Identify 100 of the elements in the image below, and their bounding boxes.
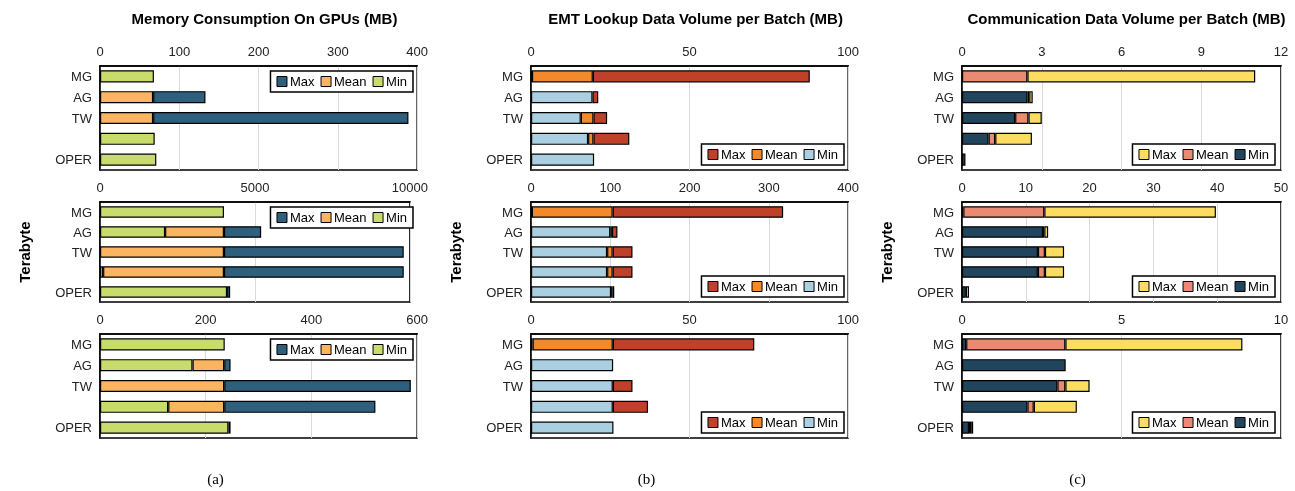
y-tick-label: TW: [502, 244, 524, 260]
text: (b): [637, 470, 656, 488]
x-tick-label: 300: [327, 44, 349, 59]
x-tick-label: 50: [682, 312, 697, 327]
y-tick-label: TW: [71, 110, 93, 126]
x-tick-label: 0: [96, 180, 104, 195]
y-tick-label: OPER: [55, 152, 92, 168]
y-tick-label: MG: [71, 336, 92, 352]
chart-title: Memory Consumption On GPUs (MB): [131, 10, 398, 27]
text: (c): [1069, 470, 1086, 488]
legend-label: Min: [817, 279, 839, 294]
x-tick-label: 6: [1117, 44, 1126, 59]
y-tick-label: TW: [933, 110, 955, 126]
y-tick-label: TW: [71, 378, 93, 394]
y-axis-title: Terabyte: [878, 221, 895, 283]
x-tick-label: 0: [527, 44, 535, 59]
y-tick-label: MG: [933, 204, 954, 220]
x-tick-label: 10000: [391, 180, 428, 195]
x-tick-label: 5: [1117, 312, 1126, 327]
legend-label: Mean: [1196, 279, 1229, 294]
x-tick-label: 0: [527, 180, 535, 195]
y-tick-label: MG: [71, 204, 92, 220]
y-tick-label: AG: [504, 224, 523, 240]
x-tick-label: 10: [1273, 312, 1289, 327]
legend-label: Min: [817, 415, 839, 430]
legend-label: Min: [386, 210, 408, 225]
y-tick-label: AG: [73, 224, 92, 240]
x-tick-label: 0: [958, 312, 966, 327]
y-tick-label: OPER: [486, 284, 523, 300]
x-tick-label: 5000: [240, 180, 270, 195]
legend-label: Max: [720, 415, 747, 430]
legend-label: Max: [720, 279, 747, 294]
legend-label: Mean: [765, 415, 798, 430]
legend-label: Max: [1151, 147, 1178, 162]
y-tick-label: TW: [933, 378, 955, 394]
legend-label: Max: [1151, 415, 1178, 430]
x-tick-label: 400: [406, 44, 429, 59]
y-tick-label: OPER: [486, 152, 523, 168]
bar: [611, 226, 618, 238]
text: (a): [207, 470, 224, 488]
y-tick-label: TW: [71, 244, 93, 260]
x-tick-label: 400: [300, 312, 323, 327]
y-tick-label: TW: [502, 110, 524, 126]
x-tick-label: 12: [1273, 44, 1289, 59]
x-tick-label: 300: [758, 180, 780, 195]
y-tick-label: AG: [935, 357, 954, 373]
x-tick-label: 100: [837, 44, 860, 59]
x-tick-label: 30: [1146, 180, 1161, 195]
legend-label: Mean: [765, 147, 798, 162]
y-axis-title: Terabyte: [447, 221, 464, 283]
legend-label: Min: [1248, 415, 1270, 430]
chart-title: Communication Data Volume per Batch (MB): [967, 10, 1286, 27]
y-tick-label: MG: [502, 68, 523, 84]
legend-label: Max: [289, 74, 316, 89]
x-tick-label: 50: [682, 44, 697, 59]
y-tick-label: AG: [504, 89, 523, 105]
x-tick-label: 10: [1018, 180, 1034, 195]
x-tick-label: 200: [194, 312, 217, 327]
y-tick-label: MG: [71, 68, 92, 84]
y-tick-label: OPER: [55, 284, 92, 300]
y-tick-label: TW: [933, 244, 955, 260]
legend-label: Mean: [1196, 415, 1229, 430]
x-tick-label: 400: [837, 180, 860, 195]
y-tick-label: MG: [502, 204, 523, 220]
x-tick-label: 9: [1197, 44, 1205, 59]
y-tick-label: AG: [73, 357, 92, 373]
x-tick-label: 0: [958, 44, 966, 59]
y-tick-label: OPER: [917, 420, 954, 436]
chart-title: EMT Lookup Data Volume per Batch (MB): [548, 10, 843, 27]
x-tick-label: 200: [678, 180, 701, 195]
legend-label: Mean: [1196, 147, 1229, 162]
y-tick-label: OPER: [917, 152, 954, 168]
y-tick-label: AG: [73, 89, 92, 105]
y-tick-label: OPER: [486, 420, 523, 436]
x-tick-label: 50: [1273, 180, 1289, 195]
x-tick-label: 100: [837, 312, 860, 327]
y-tick-label: TW: [502, 378, 524, 394]
legend-label: Min: [817, 147, 839, 162]
y-tick-label: OPER: [917, 284, 954, 300]
x-tick-label: 3: [1038, 44, 1046, 59]
y-tick-label: AG: [935, 224, 954, 240]
x-tick-label: 0: [96, 312, 104, 327]
x-tick-label: 200: [247, 44, 270, 59]
x-tick-label: 100: [599, 180, 622, 195]
x-tick-label: 0: [96, 44, 104, 59]
y-axis-title: Terabyte: [16, 221, 33, 283]
legend-label: Min: [1248, 279, 1270, 294]
legend-label: Max: [720, 147, 747, 162]
legend-label: Max: [289, 210, 316, 225]
y-tick-label: OPER: [55, 420, 92, 436]
y-tick-label: MG: [933, 336, 954, 352]
legend-label: Min: [386, 74, 408, 89]
x-tick-label: 100: [168, 44, 191, 59]
legend-label: Max: [289, 342, 316, 357]
y-tick-label: MG: [933, 68, 954, 84]
y-tick-label: AG: [504, 357, 523, 373]
legend-label: Mean: [765, 279, 798, 294]
legend-label: Mean: [334, 210, 367, 225]
x-tick-label: 20: [1082, 180, 1097, 195]
x-tick-label: 0: [527, 312, 535, 327]
